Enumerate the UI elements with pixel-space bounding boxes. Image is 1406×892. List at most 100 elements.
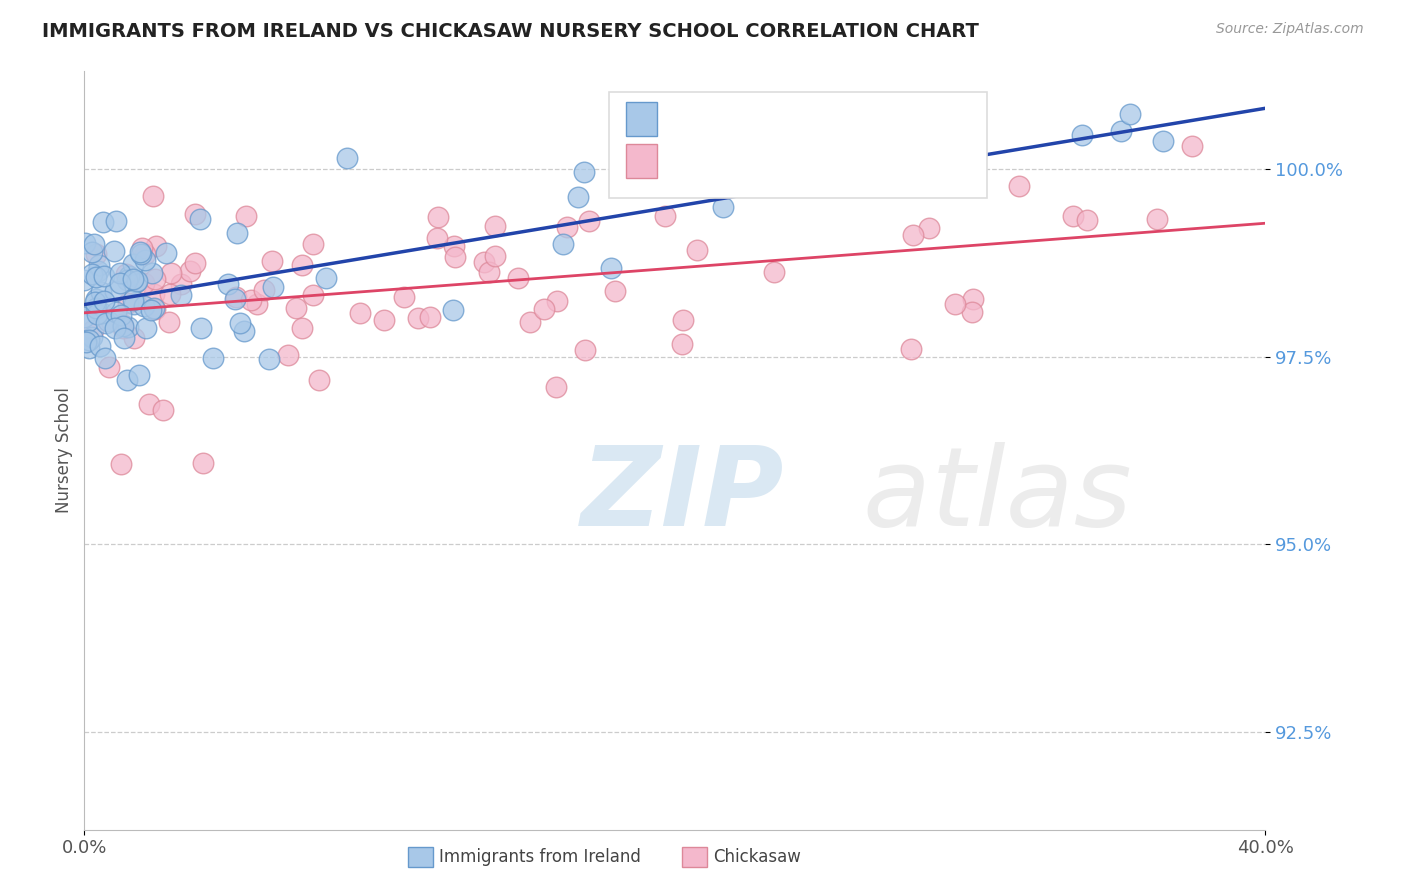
Point bbox=[86, 293, 108, 307]
Point bbox=[135, 321, 157, 335]
Point bbox=[546, 294, 568, 309]
Point bbox=[406, 311, 429, 326]
Point bbox=[478, 265, 501, 279]
Text: R = 0.407   N = 81: R = 0.407 N = 81 bbox=[665, 110, 849, 128]
Point bbox=[253, 284, 276, 298]
Text: R = 0.301   N = 79: R = 0.301 N = 79 bbox=[665, 152, 849, 169]
Point bbox=[98, 359, 121, 374]
Point bbox=[572, 164, 595, 178]
Point bbox=[711, 200, 734, 214]
Point bbox=[217, 277, 239, 292]
Point bbox=[75, 334, 97, 349]
Point bbox=[419, 310, 441, 324]
Point bbox=[117, 373, 139, 387]
Point bbox=[373, 312, 395, 326]
Point bbox=[87, 264, 110, 278]
Point bbox=[83, 237, 105, 252]
Point bbox=[232, 324, 254, 338]
Point bbox=[91, 215, 114, 229]
Point bbox=[235, 210, 257, 224]
Point bbox=[94, 351, 117, 366]
Text: IMMIGRANTS FROM IRELAND VS CHICKASAW NURSERY SCHOOL CORRELATION CHART: IMMIGRANTS FROM IRELAND VS CHICKASAW NUR… bbox=[42, 22, 979, 41]
Point bbox=[1076, 213, 1098, 227]
Point bbox=[291, 321, 314, 335]
Point bbox=[315, 270, 337, 285]
Point bbox=[225, 290, 247, 304]
Point bbox=[105, 305, 128, 319]
Point bbox=[131, 241, 153, 255]
Point bbox=[82, 323, 104, 337]
Point bbox=[277, 348, 299, 362]
Point bbox=[1181, 139, 1204, 153]
Point bbox=[139, 303, 162, 318]
Point bbox=[114, 331, 136, 345]
Point bbox=[73, 272, 96, 286]
Point bbox=[225, 226, 247, 240]
Point bbox=[122, 331, 145, 345]
Point bbox=[484, 249, 506, 263]
Point bbox=[110, 458, 132, 472]
Point bbox=[159, 287, 181, 301]
Point bbox=[143, 301, 166, 316]
Point bbox=[104, 284, 127, 298]
Point bbox=[262, 253, 284, 268]
Point bbox=[122, 293, 145, 307]
Point bbox=[111, 319, 134, 334]
Point bbox=[224, 292, 246, 306]
Point bbox=[125, 275, 148, 289]
Point bbox=[567, 190, 589, 204]
Point bbox=[122, 271, 145, 285]
Point bbox=[80, 330, 103, 344]
Point bbox=[104, 321, 127, 335]
Point bbox=[886, 158, 908, 172]
Point bbox=[142, 188, 165, 202]
Point bbox=[508, 271, 530, 285]
Point bbox=[125, 274, 148, 288]
Point bbox=[170, 277, 193, 291]
Point bbox=[122, 257, 145, 271]
Point bbox=[240, 293, 263, 307]
Point bbox=[93, 268, 115, 283]
Point bbox=[1062, 210, 1084, 224]
Point bbox=[84, 301, 107, 315]
Point bbox=[184, 256, 207, 270]
Point bbox=[80, 267, 103, 281]
Point bbox=[184, 207, 207, 221]
Point bbox=[170, 288, 193, 302]
Point bbox=[93, 294, 115, 309]
Point bbox=[143, 271, 166, 285]
Point bbox=[257, 352, 280, 367]
Point bbox=[115, 267, 138, 281]
Point bbox=[117, 320, 139, 334]
Point bbox=[672, 312, 695, 326]
Point bbox=[179, 263, 201, 277]
Point bbox=[533, 301, 555, 316]
Point bbox=[110, 308, 132, 322]
Point bbox=[246, 296, 269, 310]
Point bbox=[603, 285, 626, 299]
Point bbox=[1109, 123, 1132, 137]
Point bbox=[118, 268, 141, 283]
Point bbox=[945, 297, 967, 311]
Point bbox=[96, 316, 118, 330]
Point bbox=[308, 373, 330, 387]
Point bbox=[190, 320, 212, 334]
Point bbox=[103, 244, 125, 258]
Text: Source: ZipAtlas.com: Source: ZipAtlas.com bbox=[1216, 22, 1364, 37]
Point bbox=[193, 457, 215, 471]
Point bbox=[900, 342, 922, 356]
Point bbox=[77, 314, 100, 328]
Point bbox=[553, 236, 575, 251]
Point bbox=[79, 341, 101, 355]
Text: Immigrants from Ireland: Immigrants from Ireland bbox=[439, 848, 641, 866]
Point bbox=[157, 314, 180, 328]
Point bbox=[117, 295, 139, 310]
Point bbox=[128, 244, 150, 259]
Point bbox=[188, 212, 211, 227]
Point bbox=[336, 151, 359, 165]
Point bbox=[721, 141, 744, 155]
Point bbox=[903, 228, 925, 243]
Point bbox=[1152, 134, 1174, 148]
Point bbox=[202, 351, 225, 365]
Point bbox=[762, 264, 785, 278]
